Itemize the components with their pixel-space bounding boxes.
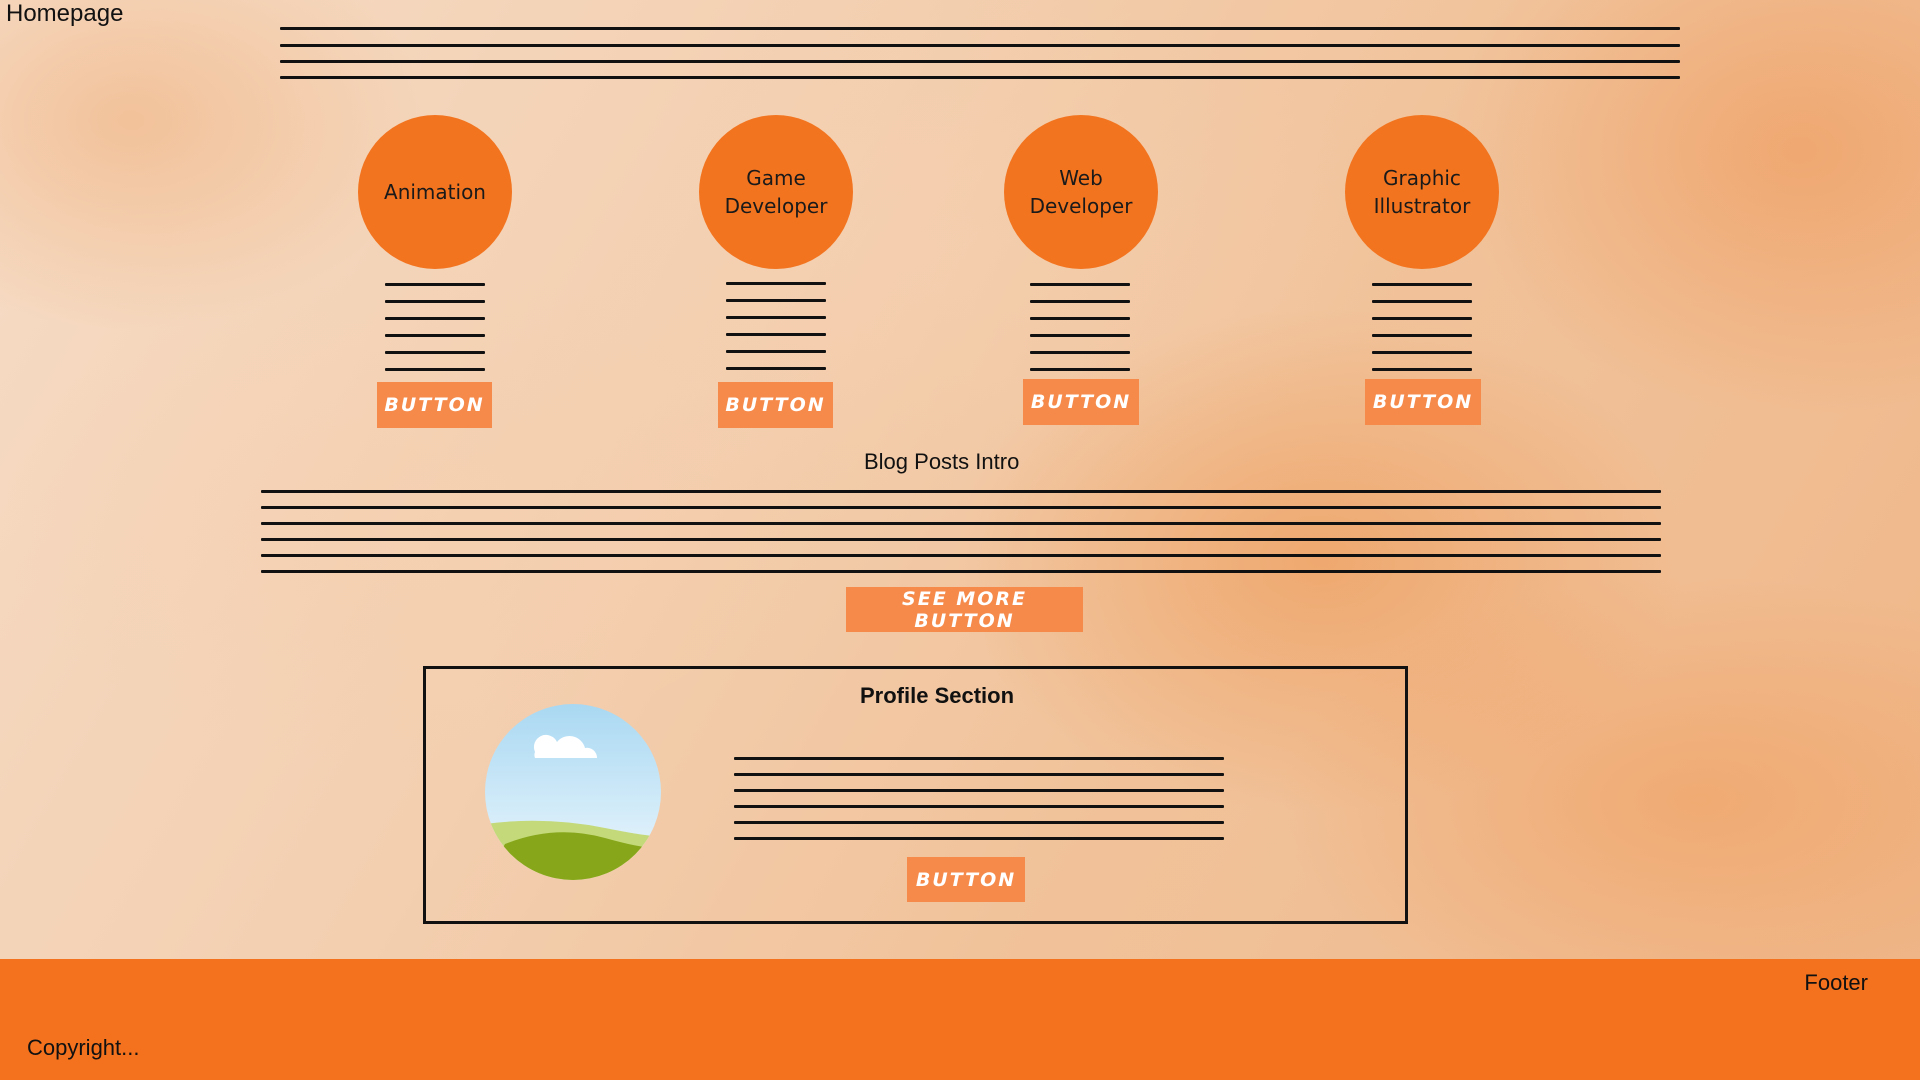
service-text-placeholder xyxy=(1030,283,1130,371)
service-circle-game-developer: Game Developer xyxy=(699,115,853,269)
profile-button[interactable]: BUTTON xyxy=(907,857,1025,902)
service-button-web-developer[interactable]: BUTTON xyxy=(1023,379,1139,425)
profile-section xyxy=(423,666,1408,924)
copyright-text: Copyright... xyxy=(27,1035,140,1060)
service-circle-web-developer: Web Developer xyxy=(1004,115,1158,269)
page-title: Homepage xyxy=(6,0,124,27)
footer: Footer Copyright... xyxy=(0,959,1920,1080)
see-more-button[interactable]: SEE MORE BUTTON xyxy=(846,587,1083,632)
footer-label: Footer xyxy=(1804,970,1868,995)
service-text-placeholder xyxy=(385,283,485,371)
service-title: Animation xyxy=(384,180,486,204)
header-text-placeholder xyxy=(280,27,1680,79)
service-title: Web Developer xyxy=(1029,166,1133,218)
service-button-game-developer[interactable]: BUTTON xyxy=(718,382,833,428)
service-text-placeholder xyxy=(726,282,826,370)
service-circle-graphic-illustrator: Graphic Illustrator xyxy=(1345,115,1499,269)
blog-intro-heading: Blog Posts Intro xyxy=(864,449,1020,474)
service-text-placeholder xyxy=(1372,283,1472,371)
service-button-graphic-illustrator[interactable]: BUTTON xyxy=(1365,379,1481,425)
service-title: Game Developer xyxy=(724,166,828,218)
blog-text-placeholder xyxy=(261,490,1661,573)
service-button-animation[interactable]: BUTTON xyxy=(377,382,492,428)
service-title: Graphic Illustrator xyxy=(1373,166,1471,218)
profile-section-title: Profile Section xyxy=(860,683,1015,708)
landscape-image-icon xyxy=(485,704,661,880)
profile-text-placeholder xyxy=(734,757,1224,840)
service-circle-animation: Animation xyxy=(358,115,512,269)
